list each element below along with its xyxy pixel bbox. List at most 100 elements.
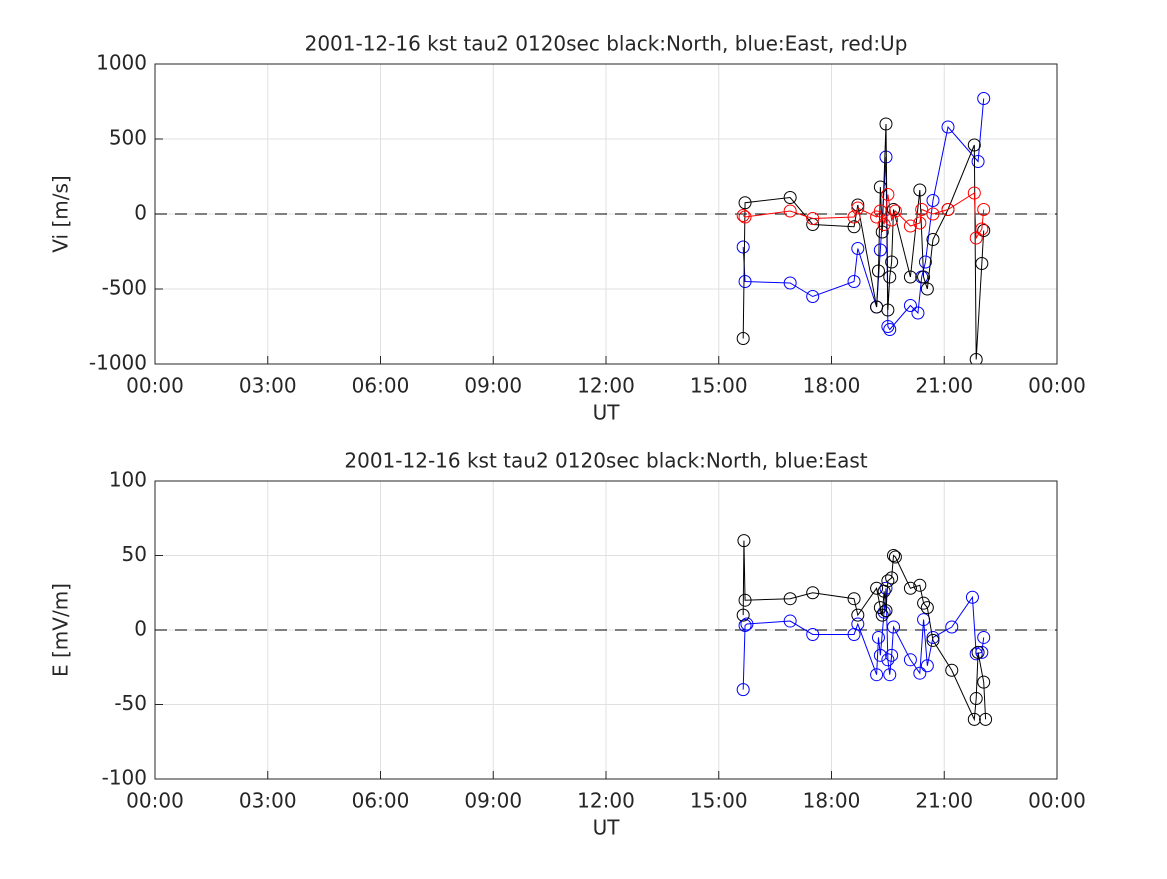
data-point bbox=[851, 617, 865, 631]
data-point bbox=[883, 270, 897, 284]
x-tick-label: 21:00 bbox=[915, 789, 973, 813]
data-point bbox=[806, 627, 820, 641]
data-point bbox=[888, 550, 902, 564]
x-tick-label: 09:00 bbox=[464, 789, 522, 813]
x-tick-label: 00:00 bbox=[1028, 789, 1086, 813]
data-point bbox=[881, 574, 895, 588]
y-tick-label: 100 bbox=[109, 468, 147, 492]
data-point bbox=[917, 270, 931, 284]
data-point bbox=[881, 320, 895, 333]
y-axis-label: Vi [m/s] bbox=[49, 175, 73, 252]
data-point bbox=[851, 201, 865, 215]
y-tick-label: -500 bbox=[102, 276, 147, 300]
data-point bbox=[977, 630, 991, 644]
series-line bbox=[742, 588, 985, 690]
x-tick-label: 06:00 bbox=[352, 374, 410, 398]
data-point bbox=[941, 203, 955, 216]
data-point bbox=[885, 213, 899, 227]
data-point bbox=[977, 675, 991, 689]
data-point bbox=[738, 593, 752, 607]
series-line bbox=[742, 98, 985, 331]
x-tick-label: 09:00 bbox=[464, 374, 522, 398]
data-point bbox=[783, 204, 797, 218]
x-tick-label: 15:00 bbox=[690, 789, 748, 813]
data-point bbox=[967, 186, 981, 200]
data-point bbox=[977, 203, 991, 216]
data-point bbox=[847, 220, 861, 234]
data-point bbox=[881, 653, 895, 667]
data-point bbox=[979, 712, 993, 726]
data-point bbox=[873, 648, 887, 662]
data-point bbox=[736, 683, 750, 697]
data-point bbox=[870, 581, 884, 595]
y-tick-label: -100 bbox=[102, 766, 147, 790]
data-point bbox=[881, 303, 895, 317]
series bbox=[736, 534, 993, 726]
data-point bbox=[967, 138, 981, 152]
data-point bbox=[783, 614, 797, 628]
data-point bbox=[740, 617, 754, 631]
data-point bbox=[738, 196, 752, 210]
data-point bbox=[926, 194, 940, 207]
data-point bbox=[913, 666, 927, 680]
data-point bbox=[926, 633, 940, 647]
data-point bbox=[783, 592, 797, 606]
data-point bbox=[870, 668, 884, 682]
data-point bbox=[847, 275, 861, 288]
plot-frame bbox=[154, 480, 1058, 780]
data-point bbox=[903, 219, 917, 233]
chart-title: 2001-12-16 kst tau2 0120sec black:North,… bbox=[344, 449, 867, 473]
data-point bbox=[885, 648, 899, 662]
data-point bbox=[969, 647, 983, 661]
data-point bbox=[877, 218, 891, 231]
x-tick-label: 00:00 bbox=[126, 789, 184, 813]
data-point bbox=[736, 240, 750, 254]
data-point bbox=[806, 212, 820, 225]
data-point bbox=[918, 255, 932, 269]
data-point bbox=[977, 224, 991, 237]
data-point bbox=[871, 264, 885, 278]
y-tick-label: 0 bbox=[134, 617, 147, 641]
y-axis-label: E [mV/m] bbox=[49, 583, 73, 677]
data-point bbox=[851, 198, 865, 212]
x-tick-label: 06:00 bbox=[352, 789, 410, 813]
data-point bbox=[877, 605, 891, 619]
data-point bbox=[738, 275, 752, 288]
data-point bbox=[879, 581, 893, 595]
data-point bbox=[977, 92, 991, 105]
data-point bbox=[736, 332, 750, 345]
data-point bbox=[913, 578, 927, 592]
data-point bbox=[873, 180, 887, 194]
data-point bbox=[879, 604, 893, 618]
x-tick-label: 00:00 bbox=[1028, 374, 1086, 398]
data-point bbox=[913, 183, 927, 197]
x-tick-label: 00:00 bbox=[126, 374, 184, 398]
series bbox=[736, 581, 991, 697]
data-point bbox=[975, 257, 989, 270]
data-point bbox=[736, 608, 750, 622]
x-tick-label: 03:00 bbox=[239, 789, 297, 813]
data-point bbox=[967, 712, 981, 726]
data-point bbox=[871, 630, 885, 644]
data-point bbox=[903, 653, 917, 667]
y-tick-label: -50 bbox=[114, 691, 147, 715]
data-point bbox=[888, 204, 902, 218]
data-point bbox=[911, 306, 925, 320]
data-point bbox=[941, 120, 955, 134]
data-point bbox=[915, 203, 929, 216]
data-point bbox=[903, 270, 917, 284]
data-point bbox=[873, 243, 887, 257]
data-point bbox=[883, 668, 897, 682]
data-point bbox=[738, 210, 752, 224]
data-point bbox=[903, 581, 917, 595]
data-point bbox=[887, 620, 901, 634]
data-point bbox=[737, 534, 751, 548]
data-point bbox=[945, 663, 959, 677]
data-point bbox=[920, 659, 934, 673]
data-point bbox=[806, 586, 820, 600]
data-point bbox=[783, 191, 797, 204]
x-tick-label: 03:00 bbox=[239, 374, 297, 398]
y-tick-label: 1000 bbox=[96, 51, 147, 75]
data-point bbox=[885, 255, 899, 269]
